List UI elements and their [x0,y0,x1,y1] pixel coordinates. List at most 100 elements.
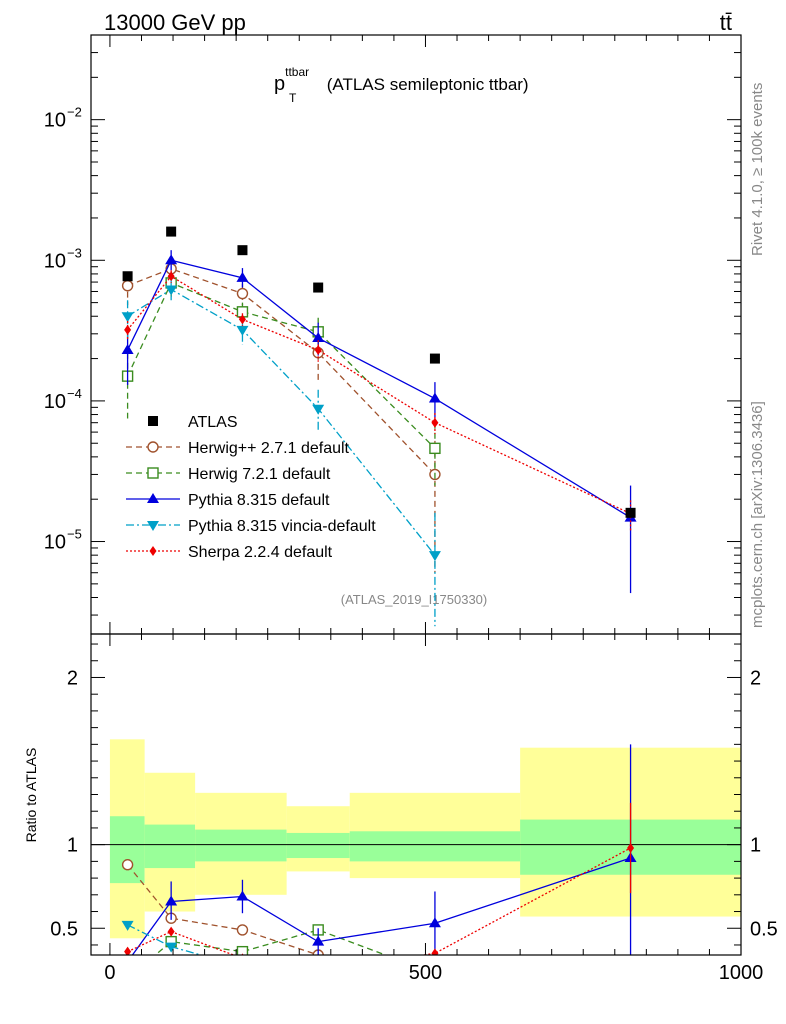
ratio-point [236,945,249,955]
data-point [165,285,178,296]
stat-uncertainty-band [195,829,287,862]
data-point [236,325,249,336]
ratio-tick-label-right: 2 [750,667,761,689]
data-point [236,287,249,300]
legend-marker [149,546,157,556]
legend-label: Sherpa 2.2.4 default [188,544,333,561]
data-point [428,392,441,403]
legend: ATLAS Herwig++ 2.7.1 default Herwig 7.2.1 … [126,414,376,561]
ratio-point [121,859,134,871]
ratio-series-layer [121,744,637,1011]
plot-title-sub: T [289,91,297,105]
legend-marker [147,493,159,503]
y-tick-label: 10 [44,110,66,132]
legend-marker [147,521,159,531]
stat-uncertainty-band [349,831,521,862]
legend-marker [148,416,158,426]
plot-title-sup: ttbar [285,65,309,79]
legend-entry: Pythia 8.315 vincia-default [126,518,376,535]
x-tick-label: 0 [104,962,115,984]
ratio-tick-label-right: 1 [750,835,761,857]
data-point [166,226,177,237]
series-pythia-8-315-vincia-default [121,279,441,627]
y-tick-base: 10 [44,532,66,554]
series-line [127,282,436,449]
y-tick-exponent: −2 [67,105,82,120]
legend-label: Pythia 8.315 default [188,492,330,509]
ratio-point [165,895,178,906]
plot-title-rest: (ATLAS semileptonic ttbar) [322,75,529,94]
mcplots-reference-label: mcplots.cern.ch [arXiv:1306.3436] [749,401,766,628]
y-tick-label: 10 [44,391,66,413]
y-tick-base: 10 [44,110,66,132]
legend-entry: Herwig 7.2.1 default [126,466,331,483]
data-point [165,254,178,265]
ratio-tick-label-left: 0.5 [50,918,78,940]
legend-entry: ATLAS [148,414,238,431]
x-tick-label: 500 [409,962,442,984]
ratio-y-axis-label: Ratio to ATLAS [23,748,39,843]
header-energy-label: 13000 GeV pp [104,10,246,35]
data-point [236,271,249,282]
legend-label: ATLAS [188,414,238,431]
ratio-line [127,924,204,955]
data-point [314,345,322,356]
ratio-point [236,924,249,936]
plot-title: pttbar T (ATLAS semileptonic ttbar) [274,65,529,105]
legend-label: Herwig 7.2.1 default [188,466,331,483]
legend-entry: Herwig++ 2.7.1 default [126,440,350,457]
ratio-point [124,946,132,955]
x-tick-label: 1000 [719,962,764,984]
ratio-point [431,948,439,955]
ratio-point [312,935,325,946]
stat-uncertainty-band [109,816,145,884]
ratio-tick-label-right: 0.5 [750,918,778,940]
data-point [122,271,133,282]
stat-uncertainty-band [286,832,350,859]
ratio-point [236,890,249,901]
ratio-tick-label-left: 1 [67,835,78,857]
ratio-line [131,857,631,955]
ratio-point [627,843,635,853]
y-tick-label: 10 [44,250,66,272]
data-point [428,551,441,562]
data-point [429,353,440,364]
ratio-uncertainty-bands [91,739,741,939]
data-point [121,279,134,292]
y-tick-exponent: −4 [67,386,82,401]
legend-label: Herwig++ 2.7.1 default [188,440,350,457]
stat-uncertainty-band [144,824,196,869]
data-point [313,282,324,293]
ratio-point [122,956,134,966]
ratio-point [236,963,248,973]
ratio-point [121,920,134,931]
ratio-tick-label-left: 2 [67,667,78,689]
legend-label: Pythia 8.315 vincia-default [188,518,376,535]
ratio-sherpa-2-2-4-default [124,802,635,955]
rivet-version-label: Rivet 4.1.0, ≥ 100k events [749,83,766,256]
y-tick-label: 10 [44,532,66,554]
y-tick-exponent: −5 [67,527,82,542]
analysis-tag: (ATLAS_2019_I1750330) [341,592,487,607]
legend-marker [147,467,159,479]
y-tick-exponent: −3 [67,245,82,260]
ratio-point [429,1001,441,1011]
legend-marker [147,441,159,453]
ratio-point [123,973,133,983]
main-series-layer [121,226,637,627]
series-line [127,288,436,556]
ratio-point [428,917,441,928]
data-point [625,507,636,518]
data-point [121,312,134,323]
series-line [127,259,631,519]
data-point [121,344,134,355]
plot-title-main: p [274,73,285,95]
data-point [431,417,439,428]
legend-entry: Sherpa 2.2.4 default [126,544,333,561]
series-sherpa-2-2-4-default [124,270,635,531]
data-point [238,314,246,325]
data-point [312,332,325,343]
data-point [237,245,248,256]
legend-entry: Pythia 8.315 default [126,492,330,509]
